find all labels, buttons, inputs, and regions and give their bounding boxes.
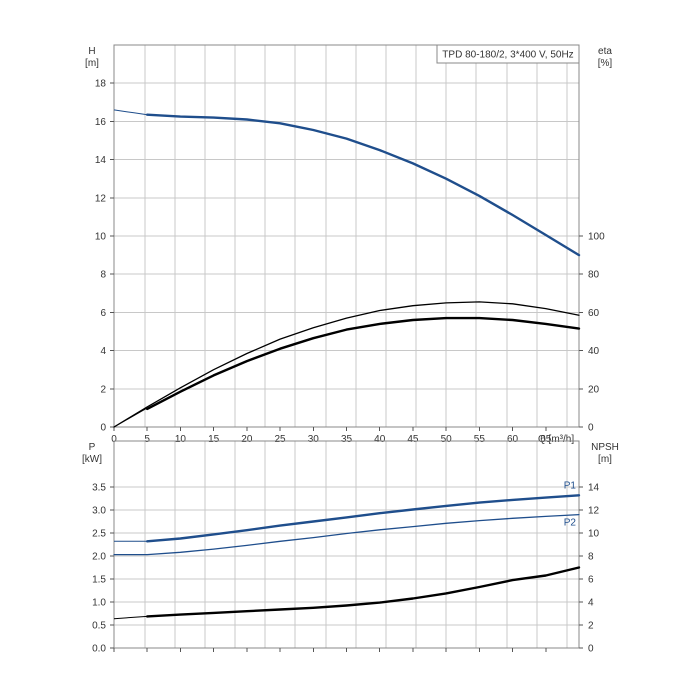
upper-x-tick-label: 65 — [540, 434, 552, 445]
lower-right-tick-label: 10 — [588, 529, 600, 540]
upper-x-tick-label: 50 — [441, 434, 453, 445]
upper-right-tick-label: 80 — [588, 270, 600, 281]
lower-left-tick-label: 2.5 — [92, 529, 106, 540]
lower-left-tick-label: 1.0 — [92, 598, 106, 609]
upper-eta-curve — [145, 316, 581, 411]
upper-left-tick-label: 18 — [95, 79, 107, 90]
upper-x-tick-label: 60 — [507, 434, 519, 445]
upper-x-tick-label: 30 — [308, 434, 320, 445]
upper-left-tick-label: 16 — [95, 117, 107, 128]
lower-right-tick-label: 0 — [588, 644, 594, 655]
upper-left-tick-label: 10 — [95, 232, 107, 243]
upper-right-tick-label: 40 — [588, 346, 600, 357]
lower-npsh-curve — [145, 566, 581, 618]
lower-right-tick-label: 6 — [588, 575, 594, 586]
lower-left-tick-label: 3.0 — [92, 506, 106, 517]
upper-left-axis-unit: [m] — [85, 58, 99, 69]
upper-left-tick-label: 4 — [100, 346, 106, 357]
upper-right-tick-label: 100 — [588, 232, 605, 243]
lower-p1-curve — [145, 494, 581, 543]
upper-right-tick-label: 60 — [588, 308, 600, 319]
lower-right-tick-label: 2 — [588, 621, 594, 632]
lower-npsh-curve-extension — [113, 615, 148, 620]
lower-left-tick-label: 1.5 — [92, 575, 106, 586]
upper-right-tick-label: 0 — [588, 423, 594, 434]
upper-x-tick-label: 10 — [175, 434, 187, 445]
lower-right-tick-label: 4 — [588, 598, 594, 609]
upper-x-tick-label: 5 — [144, 434, 150, 445]
upper-h-curve — [145, 113, 581, 257]
lower-p2-series-label: P2 — [564, 518, 577, 529]
upper-right-axis-unit: [%] — [598, 58, 613, 69]
upper-right-axis-label: eta — [598, 46, 612, 57]
upper-panel-head-efficiency: 0 2 4 6 8 10 12 14 16 18 0 20 40 60 80 100 0 5 10 15 20 25 30 3… — [85, 44, 613, 445]
upper-eta-curve — [113, 301, 580, 428]
lower-right-axis-label: NPSH — [591, 442, 619, 453]
upper-x-tick-label: 40 — [374, 434, 386, 445]
lower-p1-series-label: P1 — [564, 480, 577, 491]
upper-x-tick-label: 55 — [474, 434, 486, 445]
upper-left-tick-label: 8 — [100, 270, 106, 281]
lower-left-axis-unit: [kW] — [82, 454, 102, 465]
upper-chart-title: TPD 80-180/2, 3*400 V, 50Hz — [442, 50, 573, 61]
upper-x-tick-label: 0 — [111, 434, 117, 445]
lower-left-tick-label: 3.5 — [92, 483, 106, 494]
upper-x-axis-unit: Q [m³/h] — [538, 434, 574, 445]
upper-left-tick-label: 6 — [100, 308, 106, 319]
lower-p2-curve — [113, 513, 580, 556]
upper-h-curve-extension — [113, 109, 148, 116]
lower-left-tick-label: 0.0 — [92, 644, 106, 655]
lower-right-axis-unit: [m] — [598, 454, 612, 465]
lower-left-tick-label: 2.0 — [92, 552, 106, 563]
upper-left-tick-label: 0 — [100, 423, 106, 434]
upper-x-tick-label: 45 — [407, 434, 419, 445]
lower-left-tick-label: 0.5 — [92, 621, 106, 632]
upper-x-tick-label: 35 — [341, 434, 353, 445]
lower-right-tick-label: 14 — [588, 483, 600, 494]
upper-left-axis-label: H — [88, 46, 95, 57]
upper-title-box — [436, 44, 580, 64]
lower-right-tick-label: 8 — [588, 552, 594, 563]
upper-right-tick-label: 20 — [588, 384, 600, 395]
lower-plot-frame — [113, 440, 580, 649]
upper-left-tick-label: 2 — [100, 384, 106, 395]
upper-x-tick-label: 20 — [241, 434, 253, 445]
upper-x-tick-label: 15 — [208, 434, 220, 445]
upper-x-tick-label: 25 — [275, 434, 287, 445]
lower-panel-power-npsh: 0.0 0.5 1.0 1.5 2.0 2.5 3.0 3.5 0 2 4 6 8 10 12 14 P[kW]… — [82, 440, 619, 655]
lower-right-tick-label: 12 — [588, 506, 600, 517]
upper-left-tick-label: 12 — [95, 193, 107, 204]
lower-left-axis-label: P — [89, 442, 96, 453]
upper-left-tick-label: 14 — [95, 155, 107, 166]
